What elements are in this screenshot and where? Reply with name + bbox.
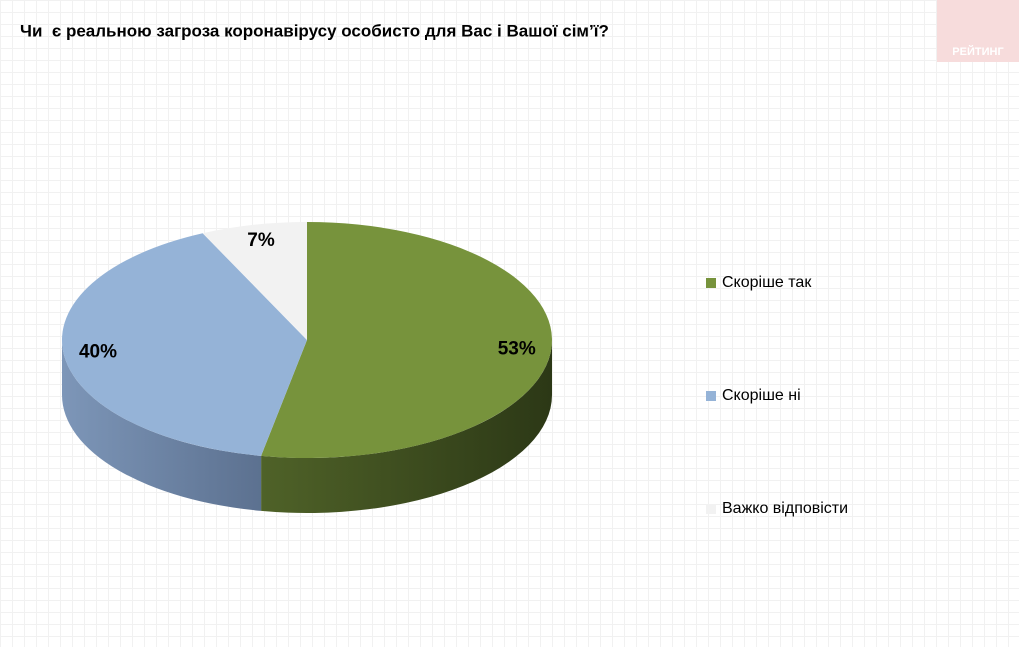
legend-swatch (706, 504, 716, 514)
legend-label: Скоріше ні (722, 387, 801, 404)
slice (261, 222, 552, 458)
legend-swatch (706, 278, 716, 288)
chart-title: Чи є реальною загроза коронавірусу особи… (20, 21, 609, 40)
slice-side (261, 340, 552, 513)
slice (202, 222, 307, 340)
slice (61, 233, 307, 456)
slice-side (62, 340, 262, 511)
legend-label: Скоріше так (722, 274, 812, 291)
legend-label: Важко відповісти (722, 500, 848, 517)
legend-swatch (706, 391, 716, 401)
data-label: 40% (79, 342, 117, 363)
data-label: 53% (498, 339, 536, 360)
data-label: 7% (247, 230, 275, 251)
logo: РЕЙТИНГ (952, 45, 1004, 58)
logo-box (937, 0, 1019, 62)
